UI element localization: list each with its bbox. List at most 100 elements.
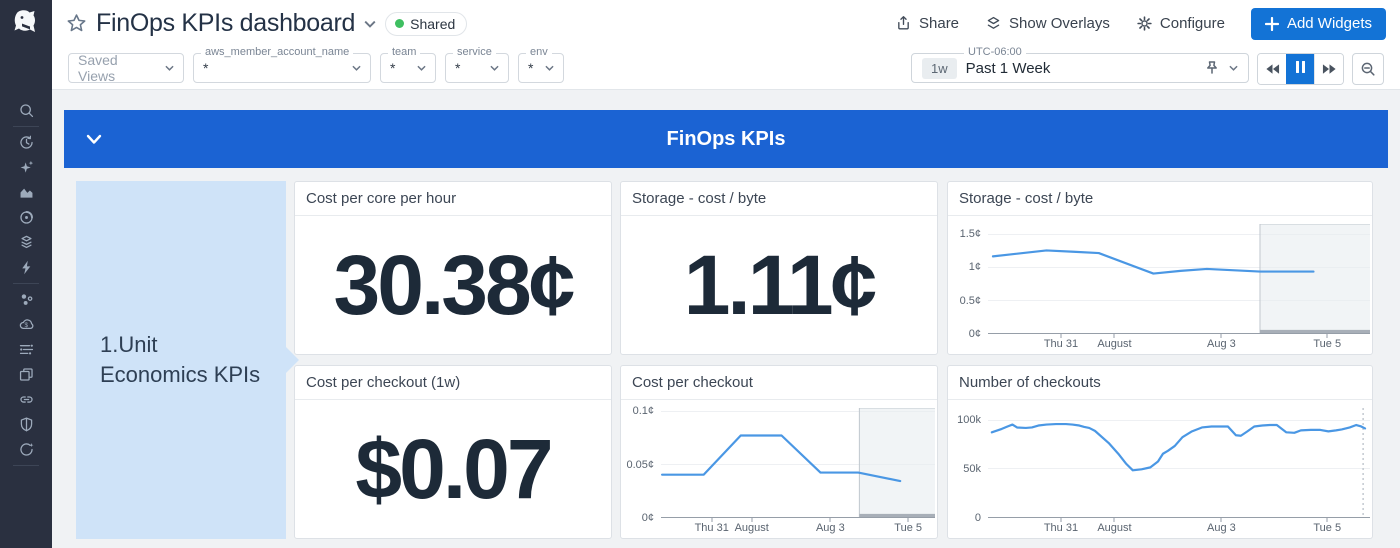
sync-star-icon <box>19 443 33 456</box>
layers-icon <box>20 235 32 249</box>
chevron-down-icon <box>165 65 174 71</box>
rewind-button[interactable] <box>1258 54 1286 84</box>
sidebar-item-search[interactable] <box>0 98 52 123</box>
plus-icon <box>1264 16 1279 31</box>
sidebar-item-events[interactable] <box>0 255 52 280</box>
sidebar-item-security[interactable] <box>0 412 52 437</box>
show-overlays-button[interactable]: Show Overlays <box>985 15 1110 32</box>
y-tick-label: 50k <box>963 462 981 475</box>
x-tick-label: Thu 31 <box>1043 522 1079 534</box>
star-icon[interactable] <box>66 13 87 34</box>
chevron-down-icon <box>490 65 499 71</box>
share-button[interactable]: Share <box>895 15 959 32</box>
template-var-env[interactable]: env * <box>518 46 564 83</box>
x-tick-label: Tue 5 <box>1313 338 1342 350</box>
y-tick-label: 0.05¢ <box>626 458 654 471</box>
title-chevron-down-icon[interactable] <box>364 20 376 28</box>
x-axis: Thu 31 August Aug 3 Tue 5 <box>988 518 1370 535</box>
saved-views-dropdown[interactable]: Saved Views <box>68 52 184 84</box>
gridline <box>661 464 935 466</box>
gridline <box>988 233 1370 235</box>
plot-area <box>988 408 1370 518</box>
y-tick-label: 100k <box>957 413 981 426</box>
nav-icon-list: $ <box>0 98 52 469</box>
widget-cost-per-checkout-timeseries[interactable]: Cost per checkout 0¢ 0.05¢ 0.1¢ Thu 31 Augu… <box>620 365 938 539</box>
share-icon <box>898 16 909 30</box>
sidebar-item-dashboards[interactable] <box>0 362 52 387</box>
zoom-out-icon <box>1361 62 1375 76</box>
zoom-out-button[interactable] <box>1352 53 1384 85</box>
shield-icon <box>20 417 32 432</box>
cloud-cost-icon: $ <box>19 319 33 329</box>
widget-cost-per-core-per-hour[interactable]: Cost per core per hour 30.38¢ <box>294 181 612 355</box>
x-tick-label: Tue 5 <box>1313 522 1342 534</box>
configure-button[interactable]: Configure <box>1136 15 1225 32</box>
sidebar-item-integrations[interactable] <box>0 230 52 255</box>
rewind-icon <box>1265 64 1279 74</box>
sidebar-item-apm[interactable] <box>0 387 52 412</box>
x-tick-label: August <box>734 522 769 534</box>
cluster-icon <box>21 294 32 305</box>
timeseries-chart: 0 50k 100k Thu 31 August Aug 3 Tue 5 <box>952 408 1370 535</box>
query-value: 1.11¢ <box>683 237 878 332</box>
query-value: 30.38¢ <box>333 237 576 332</box>
x-tick-mark <box>907 518 909 522</box>
fast-forward-button[interactable] <box>1314 54 1343 84</box>
pause-button[interactable] <box>1286 54 1314 84</box>
widget-number-of-checkouts[interactable]: Number of checkouts 0 50k 100k Thu 31 Augus… <box>947 365 1373 539</box>
gear-icon <box>1137 16 1152 31</box>
template-var-label: aws_member_account_name <box>201 46 354 58</box>
widget-storage-cost-byte-value[interactable]: Storage - cost / byte 1.11¢ <box>620 181 938 355</box>
template-var-service[interactable]: service * <box>445 46 509 83</box>
time-range-picker[interactable]: UTC-06:00 1w Past 1 Week <box>911 46 1249 83</box>
shared-green-dot <box>395 19 405 28</box>
sidebar-item-watchdog[interactable] <box>0 205 52 230</box>
history-icon <box>19 135 33 149</box>
x-tick-mark <box>829 518 831 522</box>
y-axis: 0 50k 100k <box>952 408 988 524</box>
x-tick-label: Aug 3 <box>815 522 845 534</box>
sidebar-item-bits-ai[interactable] <box>0 155 52 180</box>
timeseries-chart: 0¢ 0.05¢ 0.1¢ Thu 31 August Aug 3 Tue 5 <box>625 405 935 535</box>
template-var-team[interactable]: team * <box>380 46 436 83</box>
collapse-group-button[interactable] <box>86 134 102 145</box>
sidebar-item-synthetics[interactable] <box>0 437 52 462</box>
pause-icon <box>1294 60 1306 78</box>
widget-cost-per-checkout-1w[interactable]: Cost per checkout (1w) $0.07 <box>294 365 612 539</box>
gridline <box>988 266 1370 268</box>
sidebar-item-history[interactable] <box>0 130 52 155</box>
datadog-logo[interactable] <box>0 0 52 46</box>
x-tick-mark <box>711 518 713 522</box>
time-range-label: Past 1 Week <box>965 59 1051 77</box>
filter-lines-icon <box>19 344 33 355</box>
add-widgets-button[interactable]: Add Widgets <box>1250 7 1386 40</box>
configure-label: Configure <box>1159 15 1225 32</box>
sidebar-item-metrics[interactable] <box>0 180 52 205</box>
gridline <box>661 411 935 413</box>
link-icon <box>19 396 33 403</box>
y-tick-label: 0¢ <box>968 328 981 340</box>
x-tick-mark <box>1326 518 1328 522</box>
pin-icon[interactable] <box>1204 60 1220 76</box>
filter-row: Saved Views aws_member_account_name * te… <box>52 46 1400 95</box>
bolt-icon <box>21 260 30 275</box>
x-tick-label: Aug 3 <box>1207 522 1236 534</box>
sidebar-item-cloud-cost[interactable]: $ <box>0 312 52 337</box>
x-tick-mark <box>1220 334 1222 338</box>
x-tick-label: Tue 5 <box>894 522 923 534</box>
x-tick-mark <box>1113 518 1115 522</box>
template-var-aws-member-account-name[interactable]: aws_member_account_name * <box>193 46 371 83</box>
chevron-down-icon <box>352 65 361 71</box>
gridline <box>988 299 1370 301</box>
y-tick-label: 1¢ <box>968 261 981 274</box>
fast-forward-icon <box>1322 64 1336 74</box>
dashboard-header: FinOps KPIs dashboard Shared Share Show … <box>52 0 1400 90</box>
svg-text:$: $ <box>24 322 28 329</box>
y-tick-label: 0¢ <box>641 512 654 524</box>
sidebar-item-infrastructure[interactable] <box>0 287 52 312</box>
sidebar-item-log-pipelines[interactable] <box>0 337 52 362</box>
widget-storage-cost-byte-timeseries[interactable]: Storage - cost / byte 0¢ 0.5¢ 1¢ 1.5¢ Thu 3… <box>947 181 1373 355</box>
template-var-value: * <box>528 60 534 76</box>
chevron-down-icon <box>1229 65 1238 71</box>
shared-status-badge: Shared <box>385 11 468 36</box>
